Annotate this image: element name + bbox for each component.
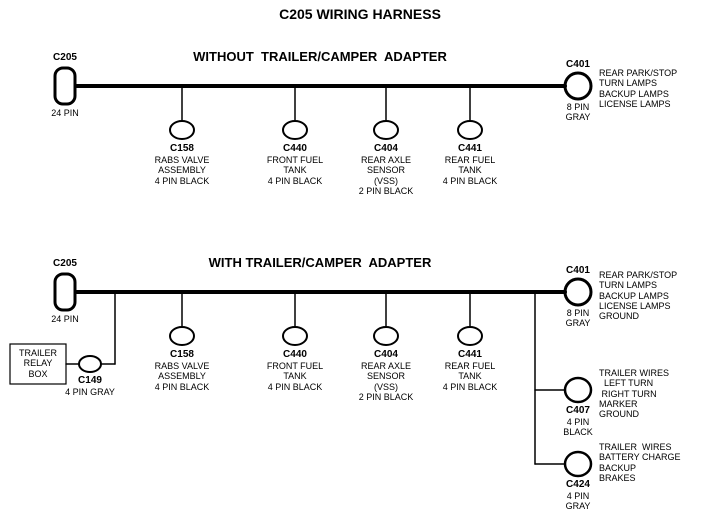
c205-pins: 24 PIN xyxy=(51,108,79,118)
C424-pins: 4 PIN GRAY xyxy=(566,491,591,512)
c401b-labels: REAR PARK/STOP TURN LAMPS BACKUP LAMPS L… xyxy=(599,270,677,322)
branch2-C158-id: C158 xyxy=(170,349,194,361)
main-title: C205 WIRING HARNESS xyxy=(279,6,441,22)
branch-C404-desc: REAR AXLE SENSOR (VSS) 2 PIN BLACK xyxy=(359,155,414,196)
branch-C158-id: C158 xyxy=(170,143,194,155)
c401b-id: C401 xyxy=(566,265,590,277)
branch-C440-id: C440 xyxy=(283,143,307,155)
C407-pins: 4 PIN BLACK xyxy=(563,417,593,438)
branch2-C158-desc: RABS VALVE ASSEMBLY 4 PIN BLACK xyxy=(155,361,210,392)
branch-C440-desc: FRONT FUEL TANK 4 PIN BLACK xyxy=(267,155,323,186)
branch-C158-desc: RABS VALVE ASSEMBLY 4 PIN BLACK xyxy=(155,155,210,186)
branch-C441-desc: REAR FUEL TANK 4 PIN BLACK xyxy=(443,155,498,186)
c401-id: C401 xyxy=(566,59,590,71)
C424-id: C424 xyxy=(566,479,590,491)
branch2-C404-desc: REAR AXLE SENSOR (VSS) 2 PIN BLACK xyxy=(359,361,414,402)
branch2-C440-desc: FRONT FUEL TANK 4 PIN BLACK xyxy=(267,361,323,392)
c149-id: C149 xyxy=(78,375,102,387)
C407-labels: TRAILER WIRES LEFT TURN RIGHT TURN MARKE… xyxy=(599,368,669,420)
c205b-pins: 24 PIN xyxy=(51,314,79,324)
branch2-C441-id: C441 xyxy=(458,349,482,361)
trailer-relay-box: TRAILER RELAY BOX xyxy=(19,348,57,379)
c401-labels: REAR PARK/STOP TURN LAMPS BACKUP LAMPS L… xyxy=(599,68,677,109)
c205-id: C205 xyxy=(53,52,77,64)
branch2-C440-id: C440 xyxy=(283,349,307,361)
c401b-pins: 8 PIN GRAY xyxy=(566,308,591,329)
branch-C441-id: C441 xyxy=(458,143,482,155)
branch2-C441-desc: REAR FUEL TANK 4 PIN BLACK xyxy=(443,361,498,392)
section2-subtitle: WITH TRAILER/CAMPER ADAPTER xyxy=(209,256,432,271)
c401-pins: 8 PIN GRAY xyxy=(566,102,591,123)
c149-pins: 4 PIN GRAY xyxy=(65,387,115,397)
section1-subtitle: WITHOUT TRAILER/CAMPER ADAPTER xyxy=(193,50,447,65)
C407-id: C407 xyxy=(566,405,590,417)
C424-labels: TRAILER WIRES BATTERY CHARGE BACKUP BRAK… xyxy=(599,442,681,483)
branch2-C404-id: C404 xyxy=(374,349,398,361)
branch-C404-id: C404 xyxy=(374,143,398,155)
c205b-id: C205 xyxy=(53,258,77,270)
